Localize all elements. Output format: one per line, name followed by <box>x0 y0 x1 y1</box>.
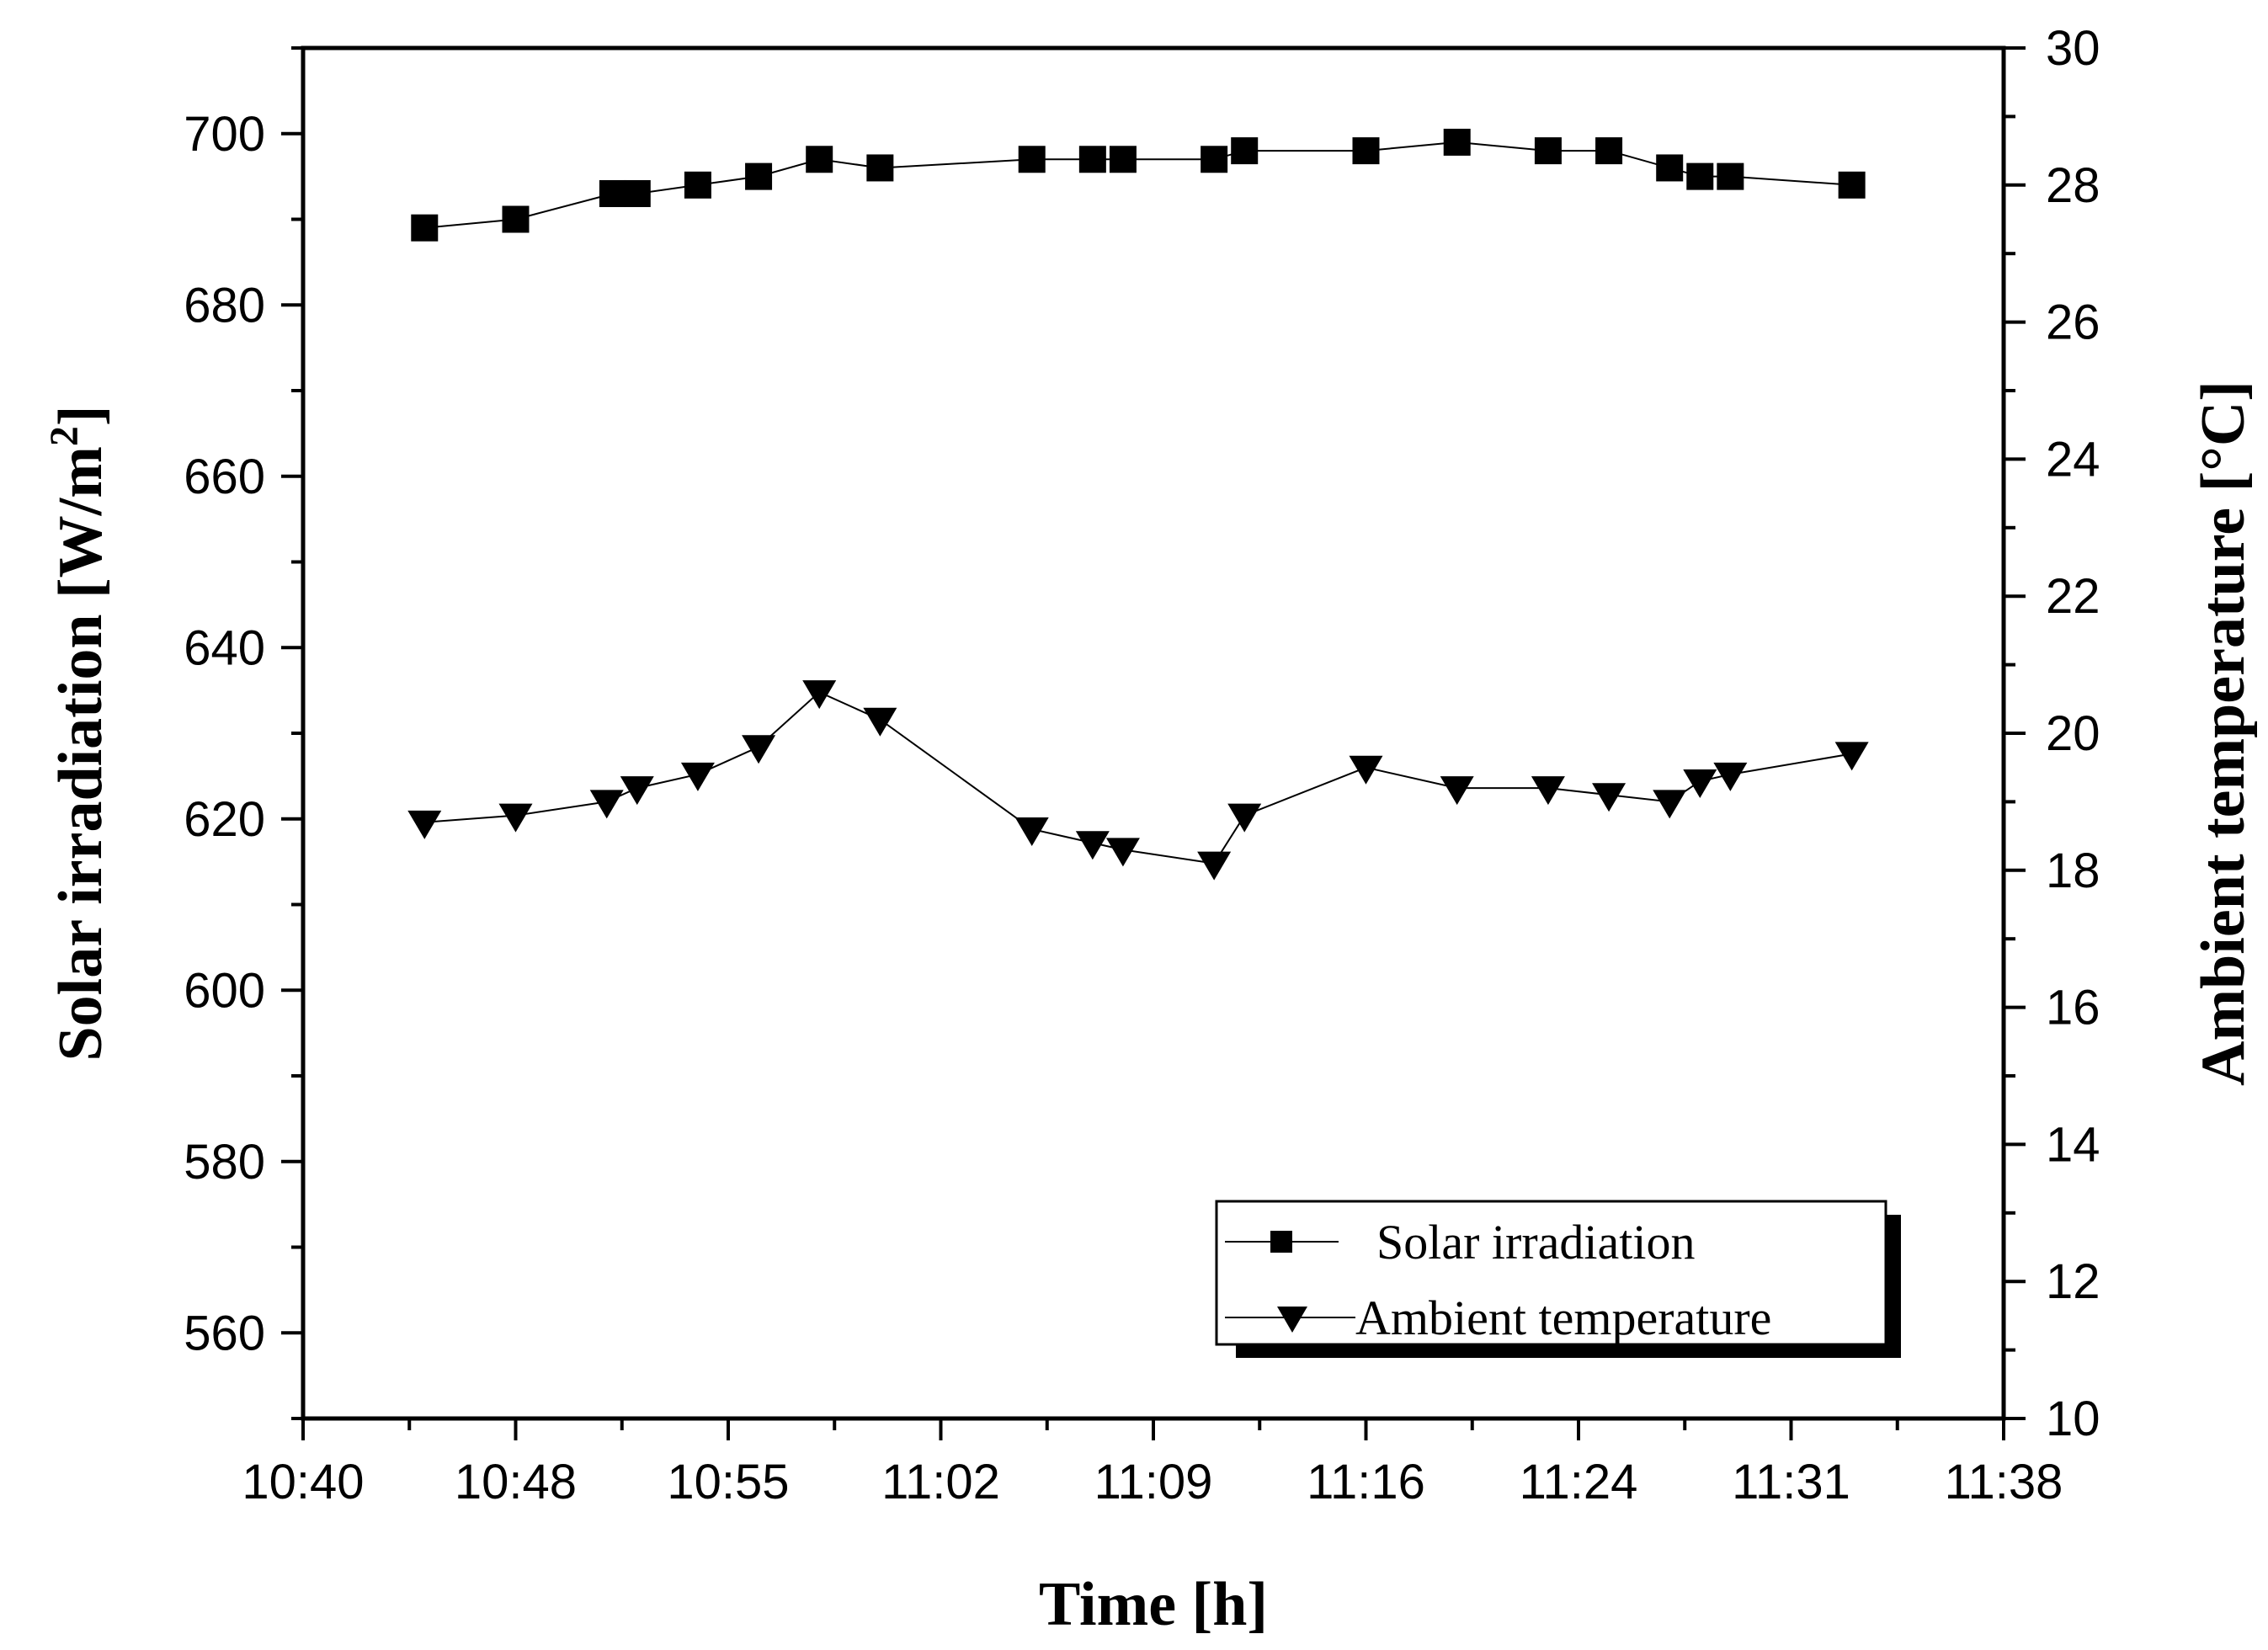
ambient-temperature-point <box>1105 838 1140 867</box>
solar-irradiation-point <box>502 205 530 233</box>
y-right-tick-label: 22 <box>2046 569 2100 624</box>
solar-irradiation-point <box>1078 146 1106 173</box>
y-left-tick-label: 700 <box>184 107 265 162</box>
x-tick-label: 11:31 <box>1732 1455 1850 1509</box>
ambient-temperature-point <box>1014 817 1049 846</box>
x-tick-label: 11:16 <box>1307 1455 1425 1509</box>
solar-irradiation-point <box>1595 137 1623 165</box>
y-right-tick-label: 10 <box>2046 1392 2100 1446</box>
y-left-tick-label: 660 <box>184 450 265 504</box>
solar-irradiation-point <box>745 162 773 190</box>
y-right-tick-label: 12 <box>2046 1254 2100 1309</box>
ambient-temperature-point <box>1683 769 1717 798</box>
tick-labels: 10:40 10:48 10:55 11:02 11:09 11:16 11:24 11:31… <box>184 21 2100 1509</box>
y-right-tick-label: 16 <box>2046 981 2100 1035</box>
ambient-temperature-point <box>1440 776 1474 806</box>
solar-irradiation-point <box>599 179 626 207</box>
ambient-temperature-point <box>1834 742 1869 771</box>
y-left-tick-label: 680 <box>184 278 265 333</box>
y-left-tick-label: 640 <box>184 620 265 675</box>
y-left-axis-title-end: ] <box>46 405 115 426</box>
ambient-temperature-point <box>1592 783 1626 812</box>
ambient-temperature-point <box>407 810 442 839</box>
solar-irradiation-point <box>684 171 711 199</box>
y-left-axis-title-sup: 2 <box>42 426 87 446</box>
legend-temp-label: Ambient temperature <box>1355 1291 1771 1345</box>
solar-irradiation-point <box>1717 162 1744 190</box>
ambient-temperature-point <box>1227 803 1262 833</box>
solar-irradiation-point <box>806 146 833 173</box>
y-right-tick-label: 18 <box>2046 844 2100 898</box>
ambient-temperature-point <box>1653 790 1687 819</box>
ambient-temperature-point <box>498 803 533 833</box>
solar-irradiation-point <box>623 179 651 207</box>
y-right-axis-title: Ambient temperature [°C] <box>2189 381 2258 1086</box>
solar-irradiation-point <box>1352 137 1380 165</box>
legend: Solar irradiation Ambient temperature <box>1215 1200 1901 1358</box>
y-left-axis-title-main: Solar irradiation [W/m <box>46 446 115 1061</box>
y-right-tick-label: 24 <box>2046 432 2100 487</box>
y-right-tick-label: 26 <box>2046 295 2100 350</box>
ambient-temperature-point <box>863 707 897 737</box>
solar-irradiation-point <box>1201 146 1228 173</box>
y-left-tick-label: 600 <box>184 963 265 1018</box>
legend-solar-label: Solar irradiation <box>1376 1215 1696 1269</box>
plot-frame <box>301 45 2006 1421</box>
x-tick-label: 11:24 <box>1520 1455 1638 1509</box>
ambient-temperature-point <box>680 762 715 791</box>
solar-irradiation-point <box>1443 128 1471 156</box>
ambient-temperature-point <box>1713 762 1748 791</box>
ambient-temperature-point <box>589 790 624 819</box>
solar-irradiation-point <box>1231 137 1259 165</box>
ambient-temperature-point <box>1197 851 1232 881</box>
y-right-tick-label: 30 <box>2046 21 2100 76</box>
solar-irradiation-point <box>411 214 439 242</box>
x-tick-label: 11:02 <box>881 1455 1000 1509</box>
solar-irradiation-point <box>1838 171 1866 199</box>
ambient-temperature-point <box>620 776 654 806</box>
x-tick-label: 11:09 <box>1094 1455 1213 1509</box>
x-tick-label: 10:48 <box>455 1455 577 1509</box>
solar-irradiation-point <box>1686 162 1714 190</box>
solar-irradiation-point <box>1656 154 1684 182</box>
x-axis-title: Time [h] <box>1039 1570 1268 1639</box>
legend-temp-marker <box>1277 1307 1307 1333</box>
ambient-temperature-point <box>1531 776 1565 806</box>
legend-solar-marker <box>1270 1231 1292 1253</box>
solar-irradiation-point <box>1534 137 1562 165</box>
legend-box <box>1215 1200 1887 1346</box>
y-right-tick-label: 20 <box>2046 706 2100 761</box>
ambient-temperature-point <box>1349 755 1383 785</box>
solar-irradiation-point <box>1109 146 1137 173</box>
markers <box>407 128 1869 881</box>
y-left-axis-title: Solar irradiation [W/m2] <box>42 405 115 1061</box>
x-tick-label: 11:38 <box>1945 1455 2063 1509</box>
y-left-tick-label: 560 <box>184 1306 265 1360</box>
x-tick-label: 10:55 <box>667 1455 789 1509</box>
solar-irradiation-point <box>866 154 894 182</box>
ambient-temperature-point <box>802 680 837 710</box>
y-right-tick-label: 14 <box>2046 1117 2100 1172</box>
y-left-tick-label: 620 <box>184 792 265 847</box>
ambient-temperature-point <box>742 735 776 764</box>
y-right-tick-label: 28 <box>2046 158 2100 213</box>
x-tick-label: 10:40 <box>242 1455 364 1509</box>
ambient-temperature-point <box>1075 831 1110 860</box>
solar-irradiation-point <box>1018 146 1046 173</box>
y-left-tick-label: 580 <box>184 1135 265 1190</box>
